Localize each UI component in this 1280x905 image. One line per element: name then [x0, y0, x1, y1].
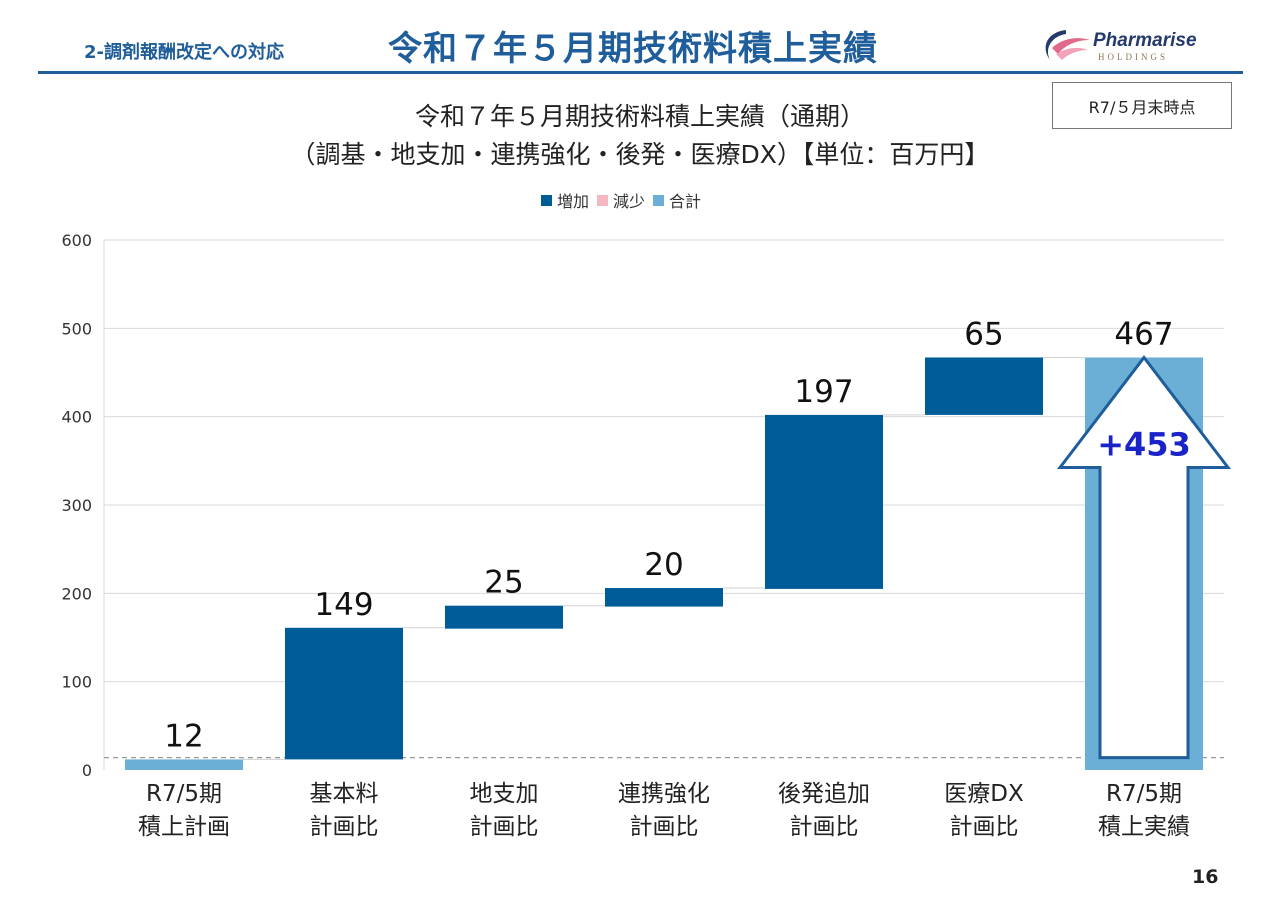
- y-tick-label: 200: [61, 584, 92, 603]
- bar: [285, 627, 403, 760]
- chart-title: 令和７年５月期技術料積上実績（通期）: [414, 102, 865, 131]
- page-title: 令和７年５月期技術料積上実績: [388, 29, 878, 69]
- chart-subtitle: （調基・地支加・連携強化・後発・医療DX）【単位：百万円】: [290, 140, 990, 169]
- up-arrow-icon: [1056, 355, 1232, 760]
- y-tick-label: 100: [61, 673, 92, 692]
- legend-item-total: 合計: [653, 188, 701, 212]
- as-of-badge: R7/５月末時点: [1052, 82, 1232, 129]
- page-number: 16: [1192, 866, 1219, 888]
- x-category-label: 計画比: [470, 814, 539, 840]
- x-category-label: 積上実績: [1098, 814, 1190, 840]
- arrow-annotation-label: +453: [1097, 425, 1191, 463]
- legend-label-total: 合計: [669, 192, 702, 211]
- bar: [445, 605, 563, 629]
- x-category-label: 連携強化: [618, 781, 710, 807]
- legend-swatch-total: [653, 194, 665, 206]
- legend-swatch-decrease: [597, 194, 609, 206]
- bar: [605, 588, 723, 607]
- legend-item-increase: 増加: [541, 188, 589, 212]
- legend-item-decrease: 減少: [597, 188, 645, 212]
- data-label: 467: [1114, 316, 1173, 352]
- data-label: 65: [964, 316, 1003, 352]
- x-category-label: 計画比: [310, 814, 379, 840]
- legend-label-decrease: 減少: [613, 192, 646, 211]
- x-category-label: 計画比: [950, 814, 1019, 840]
- x-category-label: 後発追加: [778, 781, 870, 807]
- x-category-label: 医療DX: [944, 781, 1024, 807]
- legend-label-increase: 増加: [557, 192, 590, 211]
- bar: [765, 414, 883, 589]
- company-logo: Pharmarise HOLDINGS: [1036, 24, 1206, 68]
- x-category-label: 基本料: [310, 781, 379, 807]
- x-category-label: 計画比: [630, 814, 699, 840]
- bar: [925, 357, 1043, 415]
- section-title: 2-調剤報酬改定への対応: [84, 42, 284, 63]
- y-tick-label: 500: [61, 319, 92, 338]
- y-tick-label: 0: [82, 761, 92, 780]
- x-category-label: R7/5期: [1106, 781, 1182, 807]
- x-category-label: 計画比: [790, 814, 859, 840]
- y-tick-label: 400: [61, 408, 92, 427]
- header-divider: [38, 71, 1243, 74]
- y-tick-label: 600: [61, 231, 92, 250]
- x-category-label: 地支加: [470, 781, 539, 807]
- x-category-label: 積上計画: [138, 814, 230, 840]
- chart-legend: 増加 減少 合計: [541, 188, 701, 212]
- logo-emblem-icon: [1045, 30, 1090, 60]
- data-label: 12: [164, 718, 203, 754]
- logo-subtitle: HOLDINGS: [1098, 52, 1168, 62]
- data-label: 149: [314, 587, 373, 623]
- legend-swatch-increase: [541, 194, 552, 206]
- data-label: 25: [484, 565, 523, 601]
- data-label: 20: [644, 547, 683, 583]
- logo-name: Pharmarise: [1093, 30, 1197, 51]
- data-label: 197: [794, 374, 853, 410]
- x-category-label: R7/5期: [146, 781, 222, 807]
- y-tick-label: 300: [61, 496, 92, 515]
- bar: [125, 759, 243, 770]
